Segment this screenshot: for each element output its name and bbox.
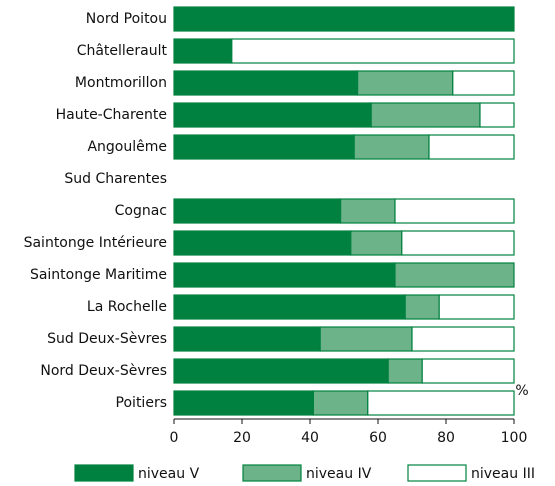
legend-swatch xyxy=(242,464,302,482)
category-label: Cognac xyxy=(115,203,167,219)
category-label: Nord Deux-Sèvres xyxy=(40,363,167,379)
bar-segment xyxy=(173,358,389,384)
x-tick-label: 0 xyxy=(170,430,179,446)
bar-segment xyxy=(452,70,515,96)
bar-segment xyxy=(340,198,396,224)
bar-segment xyxy=(312,390,369,416)
bar-segment xyxy=(319,326,413,352)
x-tick-label: 40 xyxy=(301,430,319,446)
bar-segment xyxy=(173,70,359,96)
legend-swatch xyxy=(407,464,467,482)
bar-segment xyxy=(173,230,352,256)
bar-segment xyxy=(173,38,233,64)
bar-segment xyxy=(173,6,515,32)
legend-label: niveau IV xyxy=(306,466,372,482)
bar-segment xyxy=(404,294,440,320)
bar-segment xyxy=(173,262,396,288)
bar-segment xyxy=(353,134,430,160)
x-tick-label: 100 xyxy=(501,430,528,446)
x-tick-label: 20 xyxy=(233,430,251,446)
legend-label: niveau III xyxy=(471,466,535,482)
category-label: Montmorillon xyxy=(75,75,167,91)
legend-label: niveau V xyxy=(138,466,200,482)
category-label: Sud Charentes xyxy=(64,171,167,187)
bar-segment xyxy=(387,358,423,384)
bar-segment xyxy=(173,198,342,224)
category-label: Saintonge Maritime xyxy=(30,267,167,283)
bar-segment xyxy=(357,70,454,96)
bar-segment xyxy=(173,134,355,160)
bar-segment xyxy=(231,38,515,64)
bar-segment xyxy=(421,358,515,384)
bar-segment xyxy=(411,326,515,352)
legend-swatch xyxy=(74,464,134,482)
bar-segment xyxy=(173,294,406,320)
bar-segment xyxy=(173,390,314,416)
bar-segment xyxy=(401,230,515,256)
bar-segment xyxy=(370,102,481,128)
category-label: Saintonge Intérieure xyxy=(24,235,167,251)
category-label: Châtellerault xyxy=(77,43,168,59)
bar-segment xyxy=(350,230,403,256)
category-label: Sud Deux-Sèvres xyxy=(47,331,167,347)
bar-segment xyxy=(367,390,515,416)
bar-segment xyxy=(479,102,515,128)
bar-segment xyxy=(173,326,321,352)
bar-segment xyxy=(394,262,515,288)
x-tick-label: 60 xyxy=(369,430,387,446)
x-axis-unit: % xyxy=(515,383,528,399)
category-label: Poitiers xyxy=(116,395,167,411)
category-label: Haute-Charente xyxy=(56,107,167,123)
bar-segment xyxy=(173,102,372,128)
category-label: Nord Poitou xyxy=(86,11,167,27)
x-tick-label: 80 xyxy=(437,430,455,446)
bar-segment xyxy=(428,134,515,160)
category-label: La Rochelle xyxy=(87,299,167,315)
bar-segment xyxy=(394,198,515,224)
bar-segment xyxy=(438,294,515,320)
category-label: Angoulême xyxy=(87,139,167,155)
